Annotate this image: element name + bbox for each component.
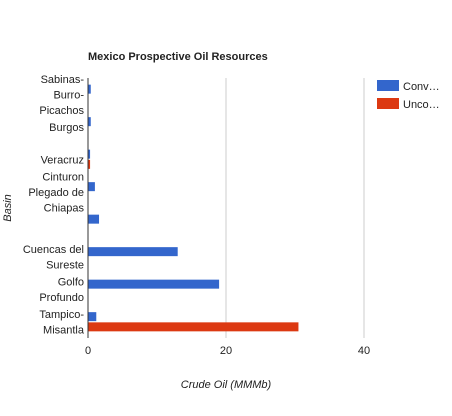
- legend-label: Conv…: [403, 81, 440, 93]
- y-tick-label-line: Cinturon: [42, 171, 84, 183]
- y-tick-label-line: Picachos: [39, 105, 84, 117]
- y-tick-label: Burgos: [49, 122, 84, 134]
- bar: [88, 159, 91, 169]
- y-tick-label-line: Golfo: [58, 277, 84, 289]
- y-tick-label-line: Burgos: [49, 122, 84, 134]
- bar: [88, 84, 91, 94]
- y-tick-label: Sabinas- Burro- Picachos: [39, 74, 84, 117]
- gridlines: [225, 78, 365, 338]
- legend-label: Unco…: [403, 99, 440, 111]
- bar: [88, 182, 95, 192]
- bar: [88, 247, 178, 257]
- y-tick-label-line: Tampico-: [39, 309, 84, 321]
- y-tick-label-line: Chiapas: [44, 202, 85, 214]
- y-tick-labels: Sabinas- Burro- Picachos Burgos Veracruz Cint…: [23, 74, 85, 337]
- y-tick-label: Tampico- Misantla: [39, 309, 84, 337]
- y-tick-label-line: Misantla: [43, 325, 85, 337]
- y-tick-label: Cinturon Plegado de Chiapas: [28, 171, 84, 214]
- legend-swatch: [377, 80, 399, 91]
- y-tick-label-line: Sureste: [46, 260, 84, 272]
- y-tick-label: Veracruz: [41, 154, 84, 166]
- bars: [88, 84, 299, 332]
- legend: Conv… Unco…: [377, 80, 440, 111]
- chart-title: Mexico Prospective Oil Resources: [88, 51, 268, 63]
- y-tick-label: Cuencas del Sureste: [23, 244, 84, 272]
- bar: [88, 117, 91, 127]
- y-tick-label-line: Plegado de: [28, 187, 84, 199]
- bar: [88, 322, 299, 332]
- bar: [88, 214, 100, 224]
- x-tick-label: 40: [358, 345, 370, 357]
- y-tick-label: Golfo Profundo: [39, 277, 84, 305]
- y-axis-label: Basin: [2, 194, 14, 222]
- bar: [88, 312, 97, 322]
- y-tick-label-line: Veracruz: [41, 154, 84, 166]
- y-tick-label-line: Burro-: [53, 89, 84, 101]
- y-tick-label-line: Cuencas del: [23, 244, 84, 256]
- legend-swatch: [377, 98, 399, 109]
- bar: [88, 149, 91, 159]
- y-tick-label-line: Profundo: [39, 292, 84, 304]
- x-axis-label: Crude Oil (MMMb): [181, 379, 272, 391]
- x-tick-labels: 0 20 40: [85, 345, 370, 357]
- x-tick-label: 20: [220, 345, 232, 357]
- x-tick-label: 0: [85, 345, 91, 357]
- y-tick-label-line: Sabinas-: [41, 74, 85, 86]
- bar: [88, 279, 220, 289]
